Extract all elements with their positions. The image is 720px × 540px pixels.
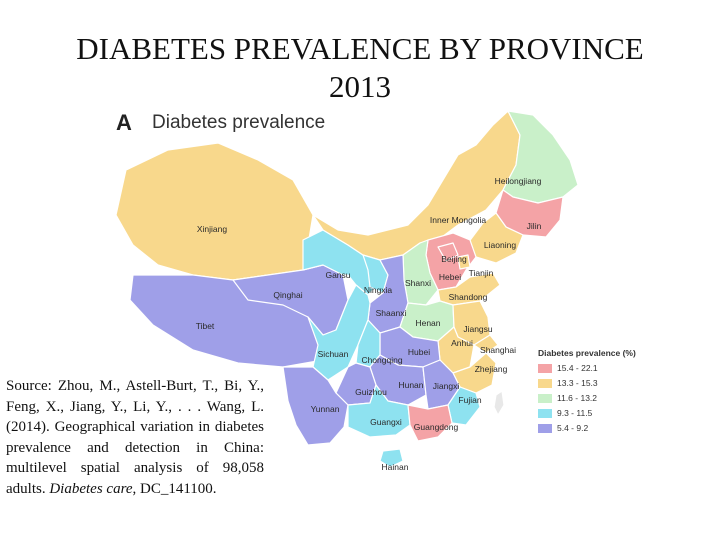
legend-label: 9.3 - 11.5: [557, 408, 593, 418]
province-beijing: [437, 242, 459, 262]
province-guangdong: [407, 404, 453, 442]
legend-swatch: [538, 393, 552, 403]
province-label-inner-mongolia: Inner Mongolia: [430, 215, 487, 225]
china-map-figure: Xinjiang Tibet Qinghai Gansu Inner Mongolia H…: [108, 105, 668, 475]
province-tianjin: [457, 254, 471, 270]
source-citation-suffix: , DC_141100.: [132, 480, 217, 497]
legend-item: 13.3 - 15.3: [538, 377, 668, 389]
province-label-guangxi: Guangxi: [370, 417, 402, 427]
province-label-tianjin: Tianjin: [469, 268, 494, 278]
legend-swatch: [538, 408, 552, 418]
legend-item: 9.3 - 11.5: [538, 407, 668, 419]
province-liaoning: [467, 212, 524, 264]
province-label-beijing: Beijing: [441, 254, 467, 264]
legend-item: 11.6 - 13.2: [538, 392, 668, 404]
slide-title-line-1: DIABETES PREVALENCE BY PROVINCE: [76, 31, 644, 66]
province-hainan: [379, 448, 404, 468]
province-label-guizhou: Guizhou: [355, 387, 387, 397]
slide-title-line-2: 2013: [329, 69, 391, 104]
province-label-guangdong: Guangdong: [414, 422, 459, 432]
province-yunnan: [282, 366, 349, 446]
province-label-hubei: Hubei: [408, 347, 430, 357]
province-label-xinjiang: Xinjiang: [197, 224, 228, 234]
legend-item: 15.4 - 22.1: [538, 362, 668, 374]
province-label-hunan: Hunan: [398, 380, 423, 390]
province-label-hebei: Hebei: [439, 272, 461, 282]
province-label-henan: Henan: [415, 318, 440, 328]
legend-item: 5.4 - 9.2: [538, 422, 668, 434]
legend-title: Diabetes prevalence (%): [538, 348, 636, 358]
province-label-shandong: Shandong: [449, 292, 488, 302]
legend-label: 15.4 - 22.1: [557, 363, 598, 373]
province-label-shaanxi: Shaanxi: [376, 308, 407, 318]
province-label-chongqing: Chongqing: [361, 355, 402, 365]
province-label-zhejiang: Zhejiang: [475, 364, 508, 374]
source-citation-text: Source: Zhou, M., Astell-Burt, T., Bi, Y…: [6, 378, 264, 497]
province-shanghai: [473, 334, 499, 354]
province-label-liaoning: Liaoning: [484, 240, 516, 250]
province-label-tibet: Tibet: [196, 321, 215, 331]
legend-label: 13.3 - 15.3: [557, 378, 598, 388]
map-title: Diabetes prevalence: [152, 112, 326, 133]
province-label-ningxia: Ningxia: [364, 285, 393, 295]
province-label-jiangxi: Jiangxi: [433, 381, 460, 391]
legend-swatch: [538, 423, 552, 433]
province-label-jilin: Jilin: [527, 221, 542, 231]
legend-swatch: [538, 378, 552, 388]
province-xinjiang: [115, 142, 314, 281]
province-label-shanghai: Shanghai: [480, 345, 516, 355]
province-label-heilongjiang: Heilongjiang: [495, 176, 542, 186]
china-province-map: Xinjiang Tibet Qinghai Gansu Inner Mongolia H…: [115, 110, 579, 472]
source-journal: Diabetes care: [49, 480, 133, 497]
legend-swatch: [538, 363, 552, 373]
province-label-shanxi: Shanxi: [405, 278, 431, 288]
province-label-anhui: Anhui: [451, 338, 473, 348]
taiwan-region: [493, 390, 505, 416]
province-label-jiangsu: Jiangsu: [463, 324, 493, 334]
panel-letter: A: [116, 110, 132, 135]
province-label-fujian: Fujian: [458, 395, 481, 405]
province-label-hainan: Hainan: [382, 462, 409, 472]
legend-label: 11.6 - 13.2: [557, 393, 598, 403]
province-label-gansu: Gansu: [325, 270, 350, 280]
source-citation: Source: Zhou, M., Astell-Burt, T., Bi, Y…: [6, 376, 264, 499]
province-label-sichuan: Sichuan: [318, 349, 349, 359]
province-label-yunnan: Yunnan: [311, 404, 340, 414]
map-legend: Diabetes prevalence (%) 15.4 - 22.1 13.3 …: [538, 348, 668, 437]
province-label-qinghai: Qinghai: [273, 290, 302, 300]
legend-label: 5.4 - 9.2: [557, 423, 589, 433]
slide-title: DIABETES PREVALENCE BY PROVINCE 2013: [0, 30, 720, 106]
